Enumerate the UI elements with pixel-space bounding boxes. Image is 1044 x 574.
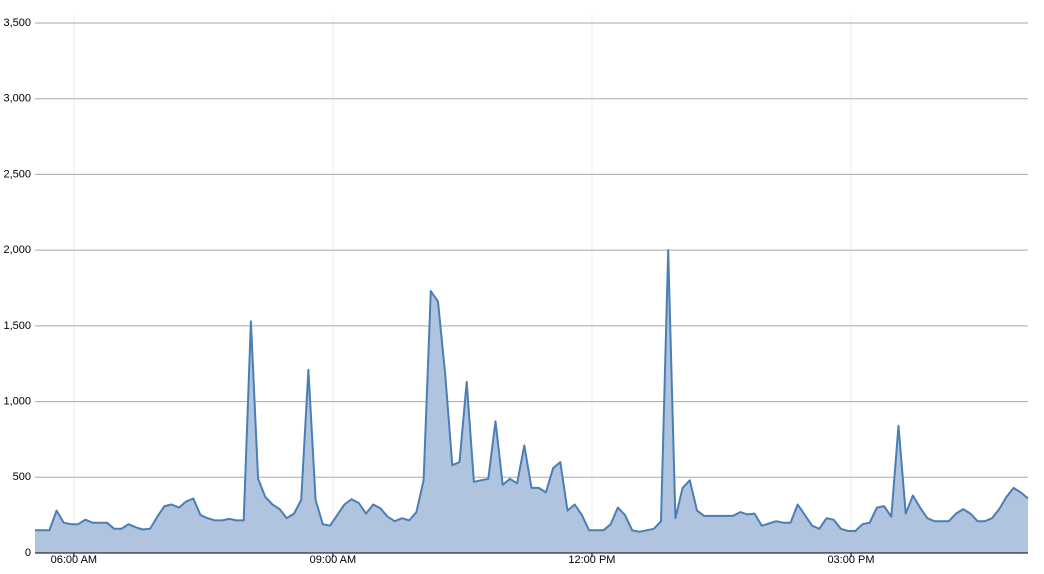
y-tick-label: 2,000: [3, 244, 31, 256]
line: [35, 249, 1029, 533]
x-tick-label: 03:00 PM: [827, 554, 874, 566]
y-tick-label: 0: [25, 547, 31, 559]
y-tick-label: 2,500: [3, 168, 31, 180]
y-tick-label: 1,500: [3, 320, 31, 332]
x-tick-label: 09:00 AM: [310, 554, 356, 566]
y-tick-label: 3,000: [3, 93, 31, 105]
x-tick-label: 06:00 AM: [51, 554, 97, 566]
area: [35, 250, 1028, 553]
y-tick-label: 500: [13, 471, 31, 483]
x-tick-label: 12:00 PM: [568, 554, 615, 566]
y-tick-label: 3,500: [3, 17, 31, 29]
y-tick-label: 1,000: [3, 395, 31, 407]
